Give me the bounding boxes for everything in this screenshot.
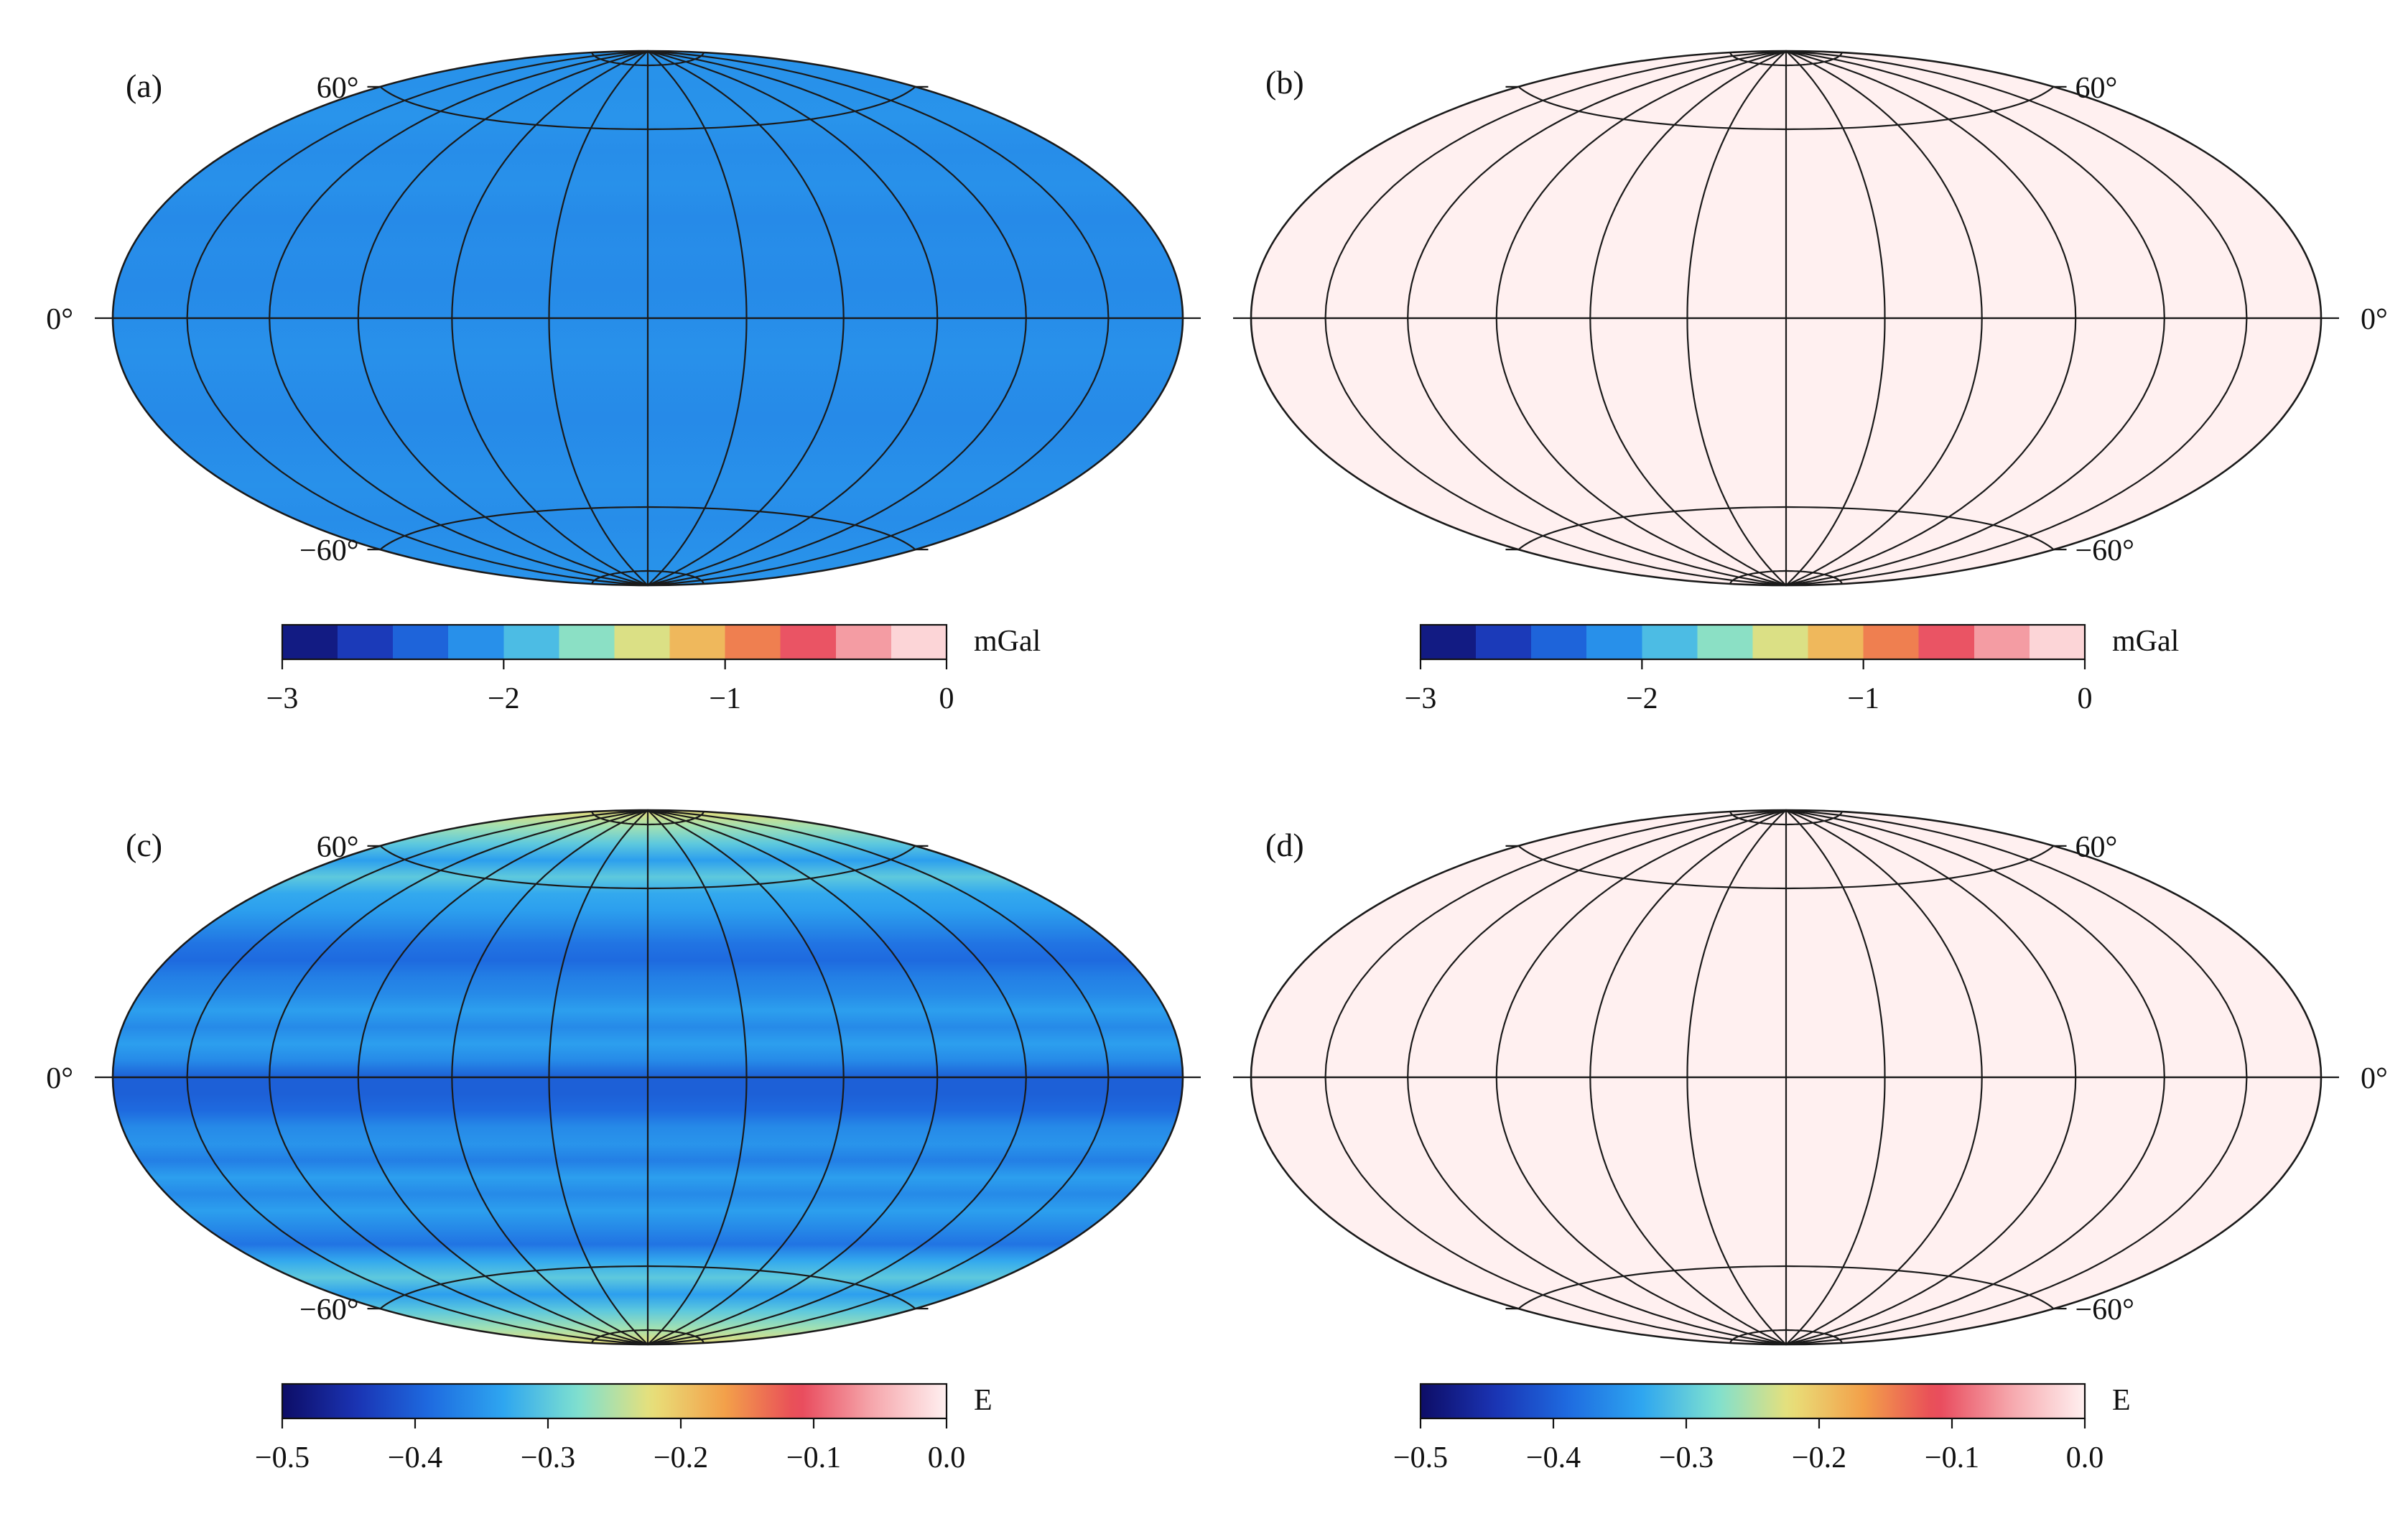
colorbar-tick-label: −0.1 bbox=[786, 1441, 841, 1474]
panel-label: (d) bbox=[1265, 827, 1304, 863]
parallel-line bbox=[1729, 52, 1843, 67]
parallel-line bbox=[1729, 570, 1843, 585]
colorbar-scale bbox=[1419, 623, 2086, 661]
latitude-label: 0° bbox=[46, 1062, 73, 1095]
map-outline bbox=[1250, 809, 2323, 1346]
colorbar-tick-label: 0 bbox=[939, 682, 954, 715]
colorbar-tick-label: −0.1 bbox=[1925, 1441, 1979, 1474]
map-panel: (b) 60° 0° −60° mGal −3 −2 −1 0 bbox=[1233, 50, 2388, 715]
colorbar-tick-label: −1 bbox=[1847, 682, 1879, 715]
colorbar-tick-label: −0.4 bbox=[388, 1441, 442, 1474]
colorbar-tick-label: −0.2 bbox=[654, 1441, 708, 1474]
parallel-line bbox=[591, 1329, 705, 1344]
colorbar-unit-label: E bbox=[974, 1384, 993, 1417]
latitude-label: −60° bbox=[2075, 1293, 2134, 1326]
map-outline bbox=[111, 809, 1184, 1346]
map-panel: (a) 60° 0° −60° mGal −3 −2 −1 0 bbox=[46, 50, 1201, 715]
latitude-label: −60° bbox=[299, 534, 358, 567]
colorbar-tick-label: −3 bbox=[266, 682, 299, 715]
panel-label: (b) bbox=[1265, 64, 1304, 101]
colorbar-scale bbox=[281, 1383, 948, 1420]
parallel-line bbox=[1517, 506, 2055, 551]
colorbar-tick-label: 0.0 bbox=[2066, 1441, 2104, 1474]
parallel-line bbox=[591, 52, 705, 67]
parallel-line bbox=[379, 506, 916, 551]
colorbar-tick-label: −2 bbox=[488, 682, 520, 715]
latitude-label: −60° bbox=[2075, 534, 2134, 567]
latitude-label: 60° bbox=[317, 831, 359, 864]
colorbar-tick-label: −0.5 bbox=[255, 1441, 310, 1474]
colorbar-tick-label: −0.4 bbox=[1526, 1441, 1581, 1474]
parallel-line bbox=[591, 811, 705, 826]
latitude-label: −60° bbox=[299, 1293, 358, 1326]
latitude-label: 60° bbox=[317, 72, 359, 105]
colorbar-unit-label: mGal bbox=[974, 625, 1041, 658]
colorbar-tick-label: −0.3 bbox=[521, 1441, 575, 1474]
colorbar-tick-label: 0.0 bbox=[928, 1441, 966, 1474]
colorbar-scale bbox=[281, 623, 948, 661]
parallel-line bbox=[379, 1265, 916, 1310]
latitude-label: 0° bbox=[2361, 303, 2388, 336]
latitude-label: 60° bbox=[2075, 831, 2118, 864]
colorbar: mGal −3 −2 −1 0 bbox=[266, 623, 1041, 715]
parallel-line bbox=[591, 570, 705, 585]
colorbar-scale bbox=[1419, 1383, 2086, 1420]
colorbar-unit-label: mGal bbox=[2112, 625, 2179, 658]
colorbar-tick-label: −3 bbox=[1405, 682, 1437, 715]
latitude-label: 0° bbox=[2361, 1062, 2388, 1095]
colorbar: mGal −3 −2 −1 0 bbox=[1405, 623, 2179, 715]
map-outline bbox=[1250, 50, 2323, 587]
parallel-line bbox=[379, 85, 916, 131]
colorbar-tick-label: −0.5 bbox=[1393, 1441, 1448, 1474]
colorbar-unit-label: E bbox=[2112, 1384, 2131, 1417]
colorbar-tick-label: −0.2 bbox=[1792, 1441, 1846, 1474]
colorbar-tick-label: −1 bbox=[709, 682, 741, 715]
parallel-line bbox=[1517, 845, 2055, 890]
colorbar-tick-label: −0.3 bbox=[1659, 1441, 1714, 1474]
map-outline bbox=[111, 50, 1184, 587]
latitude-label: 60° bbox=[2075, 72, 2118, 105]
map-panel: (c) 60° 0° −60° E −0.5 −0.4 −0.3 −0.2 −0.1 0.0 bbox=[46, 809, 1201, 1474]
parallel-line bbox=[1729, 1329, 1843, 1344]
panel-label: (c) bbox=[126, 827, 162, 863]
parallel-line bbox=[1517, 85, 2055, 131]
parallel-line bbox=[1729, 811, 1843, 826]
parallel-line bbox=[379, 845, 916, 890]
panel-label: (a) bbox=[126, 68, 162, 104]
colorbar-tick-label: 0 bbox=[2078, 682, 2093, 715]
colorbar: E −0.5 −0.4 −0.3 −0.2 −0.1 0.0 bbox=[1393, 1383, 2131, 1474]
map-panel: (d) 60° 0° −60° E −0.5 −0.4 −0.3 −0.2 −0.1 0.0 bbox=[1233, 809, 2388, 1474]
parallel-line bbox=[1517, 1265, 2055, 1310]
colorbar-tick-label: −2 bbox=[1626, 682, 1658, 715]
latitude-label: 0° bbox=[46, 303, 73, 336]
colorbar: E −0.5 −0.4 −0.3 −0.2 −0.1 0.0 bbox=[255, 1383, 993, 1474]
